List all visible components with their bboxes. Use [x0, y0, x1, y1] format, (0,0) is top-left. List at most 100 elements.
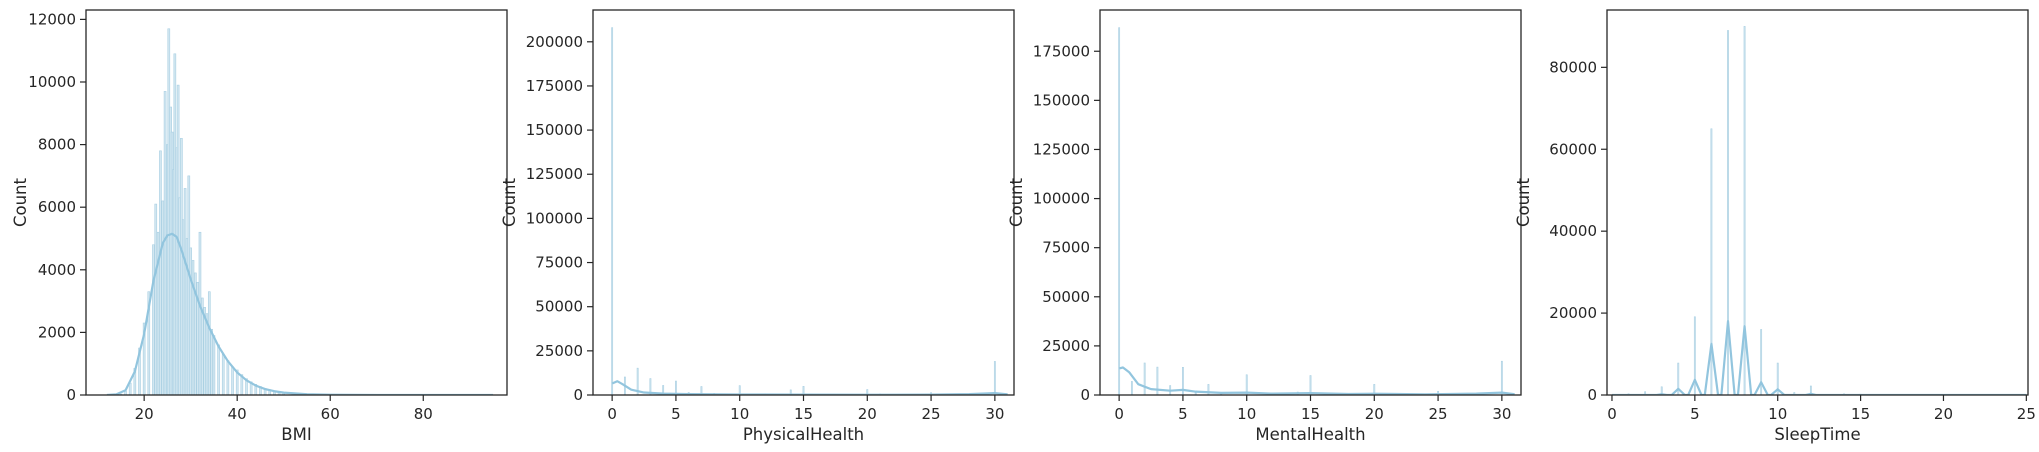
y-tick-label: 150000 [1033, 91, 1090, 109]
y-tick-label: 25000 [535, 342, 583, 360]
y-axis-label: Count [1007, 177, 1026, 227]
histogram-bar [152, 244, 155, 395]
x-tick-label: 10 [730, 405, 749, 423]
histogram-bar [1207, 384, 1210, 395]
axes-frame [592, 9, 1015, 396]
histogram-bar [201, 297, 204, 395]
histogram-bar [163, 91, 167, 395]
histogram-bar [1156, 366, 1159, 395]
x-axis-label: SleepTime [1774, 425, 1860, 444]
histogram-bar [156, 231, 160, 395]
histogram-bar [217, 344, 220, 395]
histogram-bar [789, 389, 792, 395]
y-axis-label: Count [11, 177, 30, 227]
histogram-bar [1373, 384, 1376, 395]
x-tick-label: 20 [1934, 405, 1953, 423]
x-axis-label: PhysicalHealth [743, 425, 864, 444]
y-tick-label: 0 [1587, 386, 1597, 404]
histogram-bar [245, 378, 248, 395]
y-tick-label: 60000 [1549, 140, 1597, 158]
plot-area [106, 28, 495, 395]
histogram-bar [636, 367, 639, 395]
y-tick-label: 125000 [526, 165, 583, 183]
histogram-bar [1500, 360, 1503, 395]
histogram-bar [1118, 27, 1121, 395]
x-tick-label: 15 [1301, 405, 1320, 423]
kde-line [1611, 320, 2027, 395]
kde-line [1118, 366, 1515, 395]
plot-area [611, 27, 1008, 395]
histogram-bar [738, 385, 741, 395]
y-tick-label: 25000 [1042, 337, 1090, 355]
y-tick-label: 80000 [1549, 58, 1597, 76]
y-tick-label: 175000 [1033, 42, 1090, 60]
y-tick-label: 200000 [526, 33, 583, 51]
x-tick-label: 0 [1607, 405, 1617, 423]
x-tick-label: 0 [607, 405, 617, 423]
y-tick-label: 40000 [1549, 222, 1597, 240]
x-tick-label: 10 [1237, 405, 1256, 423]
axes-frame [1099, 9, 1522, 396]
histogram-bar [1143, 362, 1146, 395]
y-tick-label: 0 [1080, 386, 1090, 404]
y-axis-label: Count [1514, 177, 1533, 227]
histogram-bar [191, 260, 195, 395]
y-tick-label: 6000 [38, 198, 76, 216]
axes-frame [85, 9, 508, 396]
x-tick-label: 25 [1429, 405, 1448, 423]
x-axis-label: MentalHealth [1255, 425, 1365, 444]
y-tick-label: 8000 [38, 136, 76, 154]
y-tick-label: 10000 [28, 73, 76, 91]
x-tick-label: 40 [228, 405, 247, 423]
x-tick-label: 5 [671, 405, 681, 423]
histogram-bar [1130, 381, 1133, 395]
x-tick-label: 30 [1492, 405, 1511, 423]
y-tick-label: 175000 [526, 77, 583, 95]
histogram-bar [154, 203, 158, 395]
subplot-4: 0 5 10 15 20 25 0 20000 40000 60000 80000 SleepTime… [1514, 9, 2036, 444]
y-tick-label: 75000 [1042, 239, 1090, 257]
histogram-bar [1644, 391, 1647, 395]
y-axis-label: Count [500, 177, 519, 227]
histogram-bar [1793, 392, 1796, 395]
x-tick-label: 25 [2017, 405, 2036, 423]
x-tick-label: 60 [321, 405, 340, 423]
histogram-bar [159, 150, 162, 395]
x-tick-label: 0 [1114, 405, 1124, 423]
y-tick-label: 4000 [38, 261, 76, 279]
x-tick-label: 5 [1178, 405, 1188, 423]
y-tick-label: 2000 [38, 323, 76, 341]
kde-line [611, 380, 1008, 395]
histogram-bar [142, 322, 146, 395]
histogram-bar [212, 335, 216, 395]
y-tick-label: 125000 [1033, 140, 1090, 158]
x-tick-label: 15 [1851, 405, 1870, 423]
y-tick-label: 75000 [535, 254, 583, 272]
y-tick-label: 50000 [535, 298, 583, 316]
y-tick-label: 0 [573, 386, 583, 404]
plot-area [1611, 26, 2027, 395]
x-tick-label: 5 [1690, 405, 1700, 423]
histogram-bar [226, 360, 230, 395]
histogram-bar [231, 366, 234, 395]
y-tick-label: 0 [66, 386, 76, 404]
x-tick-label: 15 [794, 405, 813, 423]
histogram-bar [1727, 30, 1729, 395]
x-tick-label: 20 [858, 405, 877, 423]
histogram-bar [196, 282, 199, 395]
histogram-bar [207, 291, 211, 395]
y-tick-label: 150000 [526, 121, 583, 139]
x-axis-label: BMI [281, 425, 311, 444]
x-tick-label: 25 [922, 405, 941, 423]
histogram-bar [993, 361, 996, 395]
x-tick-label: 30 [985, 405, 1004, 423]
histogram-bar [198, 231, 202, 395]
histogram-bar [210, 328, 213, 395]
x-tick-label: 10 [1768, 405, 1787, 423]
histogram-bar [128, 382, 132, 395]
histogram-bar [1710, 128, 1713, 395]
y-tick-label: 20000 [1549, 304, 1597, 322]
histogram-bar [161, 200, 165, 395]
y-tick-label: 100000 [526, 209, 583, 227]
histogram-bar [221, 354, 225, 395]
